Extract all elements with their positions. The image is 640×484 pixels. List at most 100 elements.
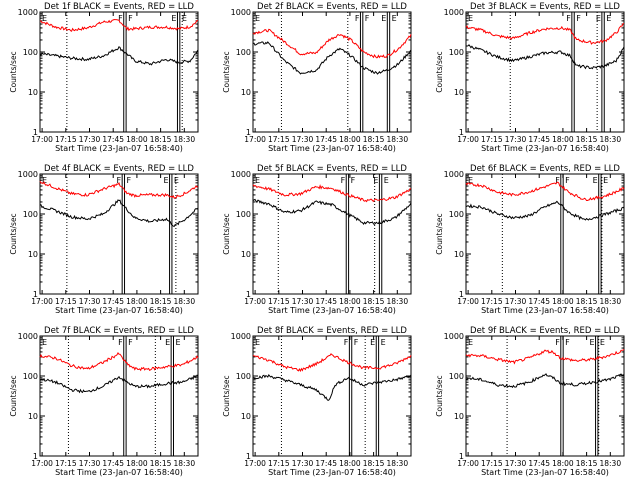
y-tick-label: 100 — [23, 372, 38, 381]
event-marker-label: F — [576, 14, 581, 23]
plot-title: Det 7f BLACK = Events, RED = LLD — [44, 326, 194, 336]
y-axis-label: Counts/sec — [435, 213, 444, 254]
x-axis-label: Start Time (23-Jan-07 16:58:40) — [55, 468, 183, 477]
event-marker-label: F — [565, 176, 570, 185]
event-marker-label: E — [593, 176, 598, 185]
y-axis-label: Counts/sec — [222, 375, 231, 416]
x-tick-label: 17:15 — [268, 135, 290, 144]
lld-series-line — [39, 351, 199, 372]
event-marker-label: E — [255, 176, 260, 185]
event-marker-label: E — [606, 14, 611, 23]
plot-title: Det 3f BLACK = Events, RED = LLD — [470, 2, 620, 12]
event-marker-label: E — [255, 338, 260, 347]
plot-frame — [39, 173, 199, 295]
x-tick-label: 17:00 — [31, 135, 53, 144]
x-tick-label: 18:15 — [150, 135, 172, 144]
plot-frame — [39, 11, 199, 133]
x-tick-label: 18:00 — [552, 297, 574, 306]
lld-series-line — [252, 353, 412, 373]
y-tick-label: 10 — [454, 88, 464, 97]
plot-frame — [252, 335, 412, 457]
events-series-line — [252, 373, 412, 401]
events-series-line — [40, 199, 199, 227]
y-axis-label: Counts/sec — [222, 213, 231, 254]
lld-series-line — [252, 28, 412, 59]
event-marker-label: F — [555, 338, 560, 347]
y-tick-label: 1 — [459, 452, 464, 461]
x-tick-label: 17:00 — [457, 459, 479, 468]
y-tick-label: 1 — [33, 290, 38, 299]
y-tick-label: 1000 — [444, 170, 464, 179]
event-marker-label: E — [42, 176, 47, 185]
x-tick-label: 17:30 — [505, 135, 527, 144]
event-marker-label: F — [117, 176, 122, 185]
y-tick-label: 100 — [236, 372, 251, 381]
y-axis-label: Counts/sec — [435, 51, 444, 92]
x-tick-label: 17:30 — [79, 459, 101, 468]
x-tick-label: 17:30 — [292, 135, 314, 144]
detector-plot: Det 1f BLACK = Events, RED = LLD 1 10 100 10… — [9, 2, 199, 153]
event-marker-label: F — [128, 338, 133, 347]
detector-plot: Det 5f BLACK = Events, RED = LLD 1 10 100 10… — [222, 164, 412, 315]
x-tick-label: 17:45 — [102, 459, 124, 468]
x-tick-label: 17:45 — [102, 297, 124, 306]
plot-frame — [252, 11, 412, 133]
x-tick-label: 18:15 — [363, 135, 385, 144]
x-tick-label: 17:45 — [315, 297, 337, 306]
plot-title: Det 4f BLACK = Events, RED = LLD — [44, 164, 194, 174]
y-tick-label: 100 — [236, 210, 251, 219]
x-tick-label: 17:00 — [31, 459, 53, 468]
event-marker-label: E — [468, 176, 473, 185]
plot-frame — [39, 335, 199, 457]
event-marker-label: E — [468, 14, 473, 23]
x-axis-label: Start Time (23-Jan-07 16:58:40) — [268, 306, 396, 315]
plot-title: Det 8f BLACK = Events, RED = LLD — [257, 326, 407, 336]
plot-title: Det 5f BLACK = Events, RED = LLD — [257, 164, 407, 174]
detector-plot: Det 6f BLACK = Events, RED = LLD 1 10 100 10… — [435, 164, 625, 315]
event-marker-label: E — [171, 14, 176, 23]
detector-plot: Det 2f BLACK = Events, RED = LLD 1 10 100 10… — [222, 2, 412, 153]
x-tick-label: 18:15 — [576, 297, 598, 306]
lld-series-line — [39, 180, 199, 200]
y-axis-label: Counts/sec — [9, 375, 18, 416]
x-axis-label: Start Time (23-Jan-07 16:58:40) — [268, 468, 396, 477]
event-marker-label: E — [384, 176, 389, 185]
lld-series-line — [465, 23, 625, 45]
x-tick-label: 18:15 — [576, 135, 598, 144]
x-tick-label: 17:30 — [292, 297, 314, 306]
y-tick-label: 1 — [246, 452, 251, 461]
x-tick-label: 17:00 — [31, 297, 53, 306]
x-tick-label: 18:00 — [126, 135, 148, 144]
event-marker-label: E — [596, 14, 601, 23]
y-tick-label: 10 — [241, 412, 251, 421]
x-tick-label: 18:15 — [363, 459, 385, 468]
y-tick-label: 10 — [28, 88, 38, 97]
event-marker-label: E — [182, 14, 187, 23]
y-tick-label: 10 — [28, 412, 38, 421]
x-axis-label: Start Time (23-Jan-07 16:58:40) — [268, 144, 396, 153]
x-tick-label: 17:30 — [79, 135, 101, 144]
x-tick-label: 18:30 — [173, 297, 195, 306]
x-tick-label: 18:30 — [386, 459, 408, 468]
event-marker-label: E — [373, 176, 378, 185]
y-tick-label: 100 — [23, 48, 38, 57]
y-tick-label: 10 — [241, 250, 251, 259]
x-tick-label: 17:15 — [55, 297, 77, 306]
x-tick-label: 18:00 — [126, 297, 148, 306]
y-axis-label: Counts/sec — [9, 213, 18, 254]
x-tick-label: 18:30 — [173, 135, 195, 144]
x-tick-label: 17:30 — [79, 297, 101, 306]
plot-frame — [465, 335, 625, 457]
y-tick-label: 1000 — [444, 332, 464, 341]
x-tick-label: 17:45 — [528, 135, 550, 144]
y-tick-label: 10 — [454, 412, 464, 421]
y-tick-label: 1000 — [18, 332, 38, 341]
y-tick-label: 100 — [236, 48, 251, 57]
y-tick-label: 1 — [33, 452, 38, 461]
y-tick-label: 1000 — [231, 170, 251, 179]
plot-title: Det 2f BLACK = Events, RED = LLD — [257, 2, 407, 12]
x-tick-label: 18:15 — [363, 297, 385, 306]
x-tick-label: 18:15 — [150, 297, 172, 306]
y-tick-label: 1 — [246, 128, 251, 137]
